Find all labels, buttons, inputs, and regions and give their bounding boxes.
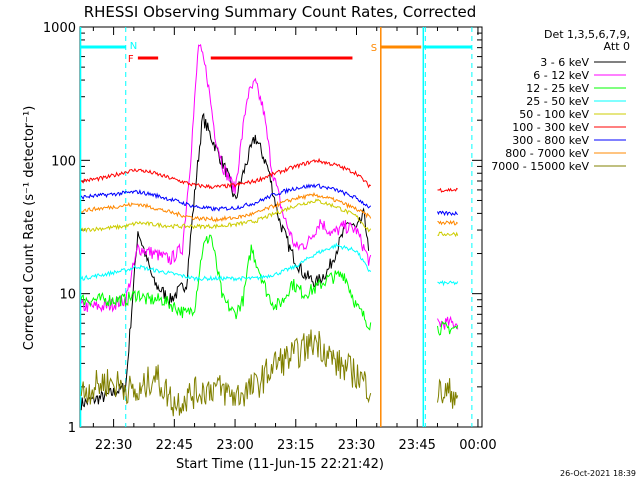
series-line-7 [80, 192, 372, 223]
legend-entry-label: 100 - 300 keV [512, 121, 589, 134]
series-line-7 [437, 219, 459, 226]
series-line-8 [80, 329, 372, 417]
y-tick-label: 1 [68, 421, 76, 436]
x-tick-label: 22:30 [95, 438, 132, 453]
series-line-1 [80, 43, 372, 313]
legend-entry-label: 7000 - 15000 keV [491, 160, 589, 173]
y-axis-label: Corrected Count Rate (s⁻¹ detector⁻¹) [22, 106, 37, 351]
x-tick-label: 23:00 [216, 438, 253, 453]
legend-entry-label: 3 - 6 keV [540, 56, 589, 69]
flag-label: S [371, 43, 377, 54]
legend-header: Det 1,3,5,6,7,9, [544, 28, 630, 41]
legend-entry-label: 25 - 50 keV [526, 95, 589, 108]
legend-entry-label: 800 - 7000 keV [505, 147, 589, 160]
y-tick-label: 1000 [43, 21, 76, 36]
plot-area: 22:30 22:45 23:00 23:15 23:30 23:45 00:00 1 10 10… [43, 21, 497, 453]
legend-entry-label: 300 - 800 keV [512, 134, 589, 147]
series-line-4 [80, 198, 372, 233]
series-line-2 [80, 234, 372, 331]
series-line-5 [437, 187, 458, 193]
x-tick-label: 22:45 [156, 438, 193, 453]
x-tick-label: 23:45 [398, 438, 435, 453]
legend-entry-label: 6 - 12 keV [533, 69, 589, 82]
legend-entry-label: 50 - 100 keV [519, 108, 589, 121]
series-line-6 [437, 210, 459, 217]
series-line-0 [80, 112, 370, 411]
legend-header: Att 0 [604, 40, 630, 53]
flag-label: N [130, 41, 137, 52]
x-tick-label: 23:15 [277, 438, 314, 453]
x-tick-label: 00:00 [459, 438, 496, 453]
series-line-2 [437, 320, 459, 336]
flag-label: F [128, 54, 134, 65]
x-tick-label: 23:30 [338, 438, 375, 453]
series-line-3 [437, 279, 459, 287]
series-line-8 [437, 378, 459, 409]
y-tick-label: 100 [51, 154, 76, 169]
series-line-3 [80, 242, 372, 283]
chart-title: RHESSI Observing Summary Count Rates, Co… [84, 3, 477, 21]
x-axis-label: Start Time (11-Jun-15 22:21:42) [176, 457, 384, 472]
timestamp: 26-Oct-2021 18:39 [560, 469, 636, 478]
legend-entry-label: 12 - 25 keV [526, 82, 589, 95]
series-line-5 [80, 157, 372, 190]
y-tick-label: 10 [59, 288, 76, 303]
series-line-4 [437, 231, 459, 238]
series-line-6 [80, 183, 372, 212]
